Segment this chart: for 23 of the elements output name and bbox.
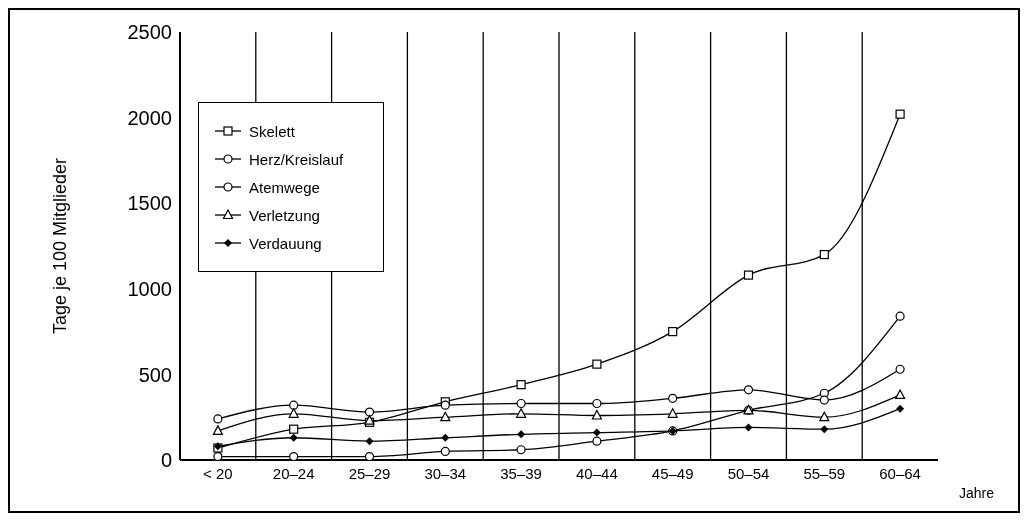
legend-label: Atemwege: [249, 178, 320, 196]
x-tick-label: 40–44: [576, 464, 618, 482]
legend-label: Verletzung: [249, 206, 320, 224]
x-tick-label: 45–49: [651, 464, 694, 482]
x-tick-label: < 20: [203, 464, 233, 482]
legend-label: Herz/Kreislauf: [249, 150, 344, 168]
x-tick-label: 35–39: [500, 464, 542, 482]
x-tick-label: 25–29: [348, 464, 391, 482]
y-tick-label: 2000: [127, 106, 172, 129]
y-tick-label: 1000: [127, 277, 172, 300]
y-axis-title: Tage je 100 Mitglieder: [50, 157, 71, 335]
x-axis-title: Jahre: [958, 485, 995, 501]
x-tick-label: 20–24: [272, 464, 315, 482]
y-tick-label: 2500: [127, 21, 172, 44]
legend-label: Verdauung: [249, 234, 322, 252]
x-tick-label: 60–64: [879, 464, 921, 482]
x-tick-label: 55–59: [803, 464, 846, 482]
y-tick-label: 1500: [127, 192, 172, 215]
x-tick-label: 50–54: [727, 464, 770, 482]
legend-label: Skelett: [249, 122, 295, 140]
y-tick-label: 0: [160, 449, 172, 472]
x-tick-label: 30–34: [424, 464, 467, 482]
y-tick-label: 500: [138, 363, 172, 386]
